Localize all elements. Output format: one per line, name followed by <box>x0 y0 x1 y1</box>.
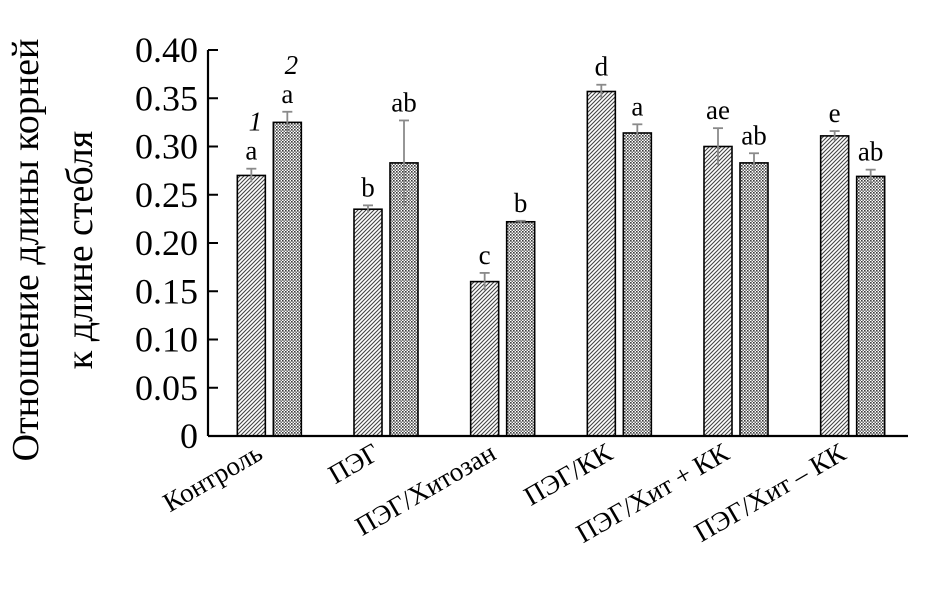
x-tick-label: Контроль <box>158 437 268 518</box>
x-tick-label: ПЭГ <box>323 437 384 489</box>
significance-label: a <box>631 91 643 121</box>
y-tick-label: 0.20 <box>135 223 198 263</box>
significance-label: ae <box>706 95 730 125</box>
y-axis: 0 0.05 0.10 0.15 0.20 0.25 0.30 0.35 0.40 <box>135 30 218 456</box>
bar <box>819 135 850 437</box>
y-tick-label: 0.15 <box>135 271 198 311</box>
x-tick-label: ПЭГ/КК <box>519 437 618 512</box>
significance-label: c <box>479 240 491 270</box>
bar <box>469 280 500 437</box>
y-axis-title-line-1: Отношение длины корней <box>5 39 47 462</box>
bar <box>236 174 267 437</box>
bar <box>505 220 536 437</box>
bar <box>855 175 886 437</box>
y-tick-label: 0.10 <box>135 320 198 360</box>
significance-label: ab <box>858 137 883 167</box>
significance-label: a <box>281 79 293 109</box>
significance-label: ab <box>741 120 766 150</box>
y-axis-title-line-2: к длине стебля <box>59 131 101 369</box>
y-tick-label: 0 <box>180 416 198 456</box>
significance-label: b <box>514 188 528 218</box>
bar <box>272 121 303 437</box>
significance-label: a <box>245 136 257 166</box>
bar <box>586 90 617 437</box>
significance-label: ab <box>391 87 416 117</box>
y-axis-title: Отношение длины корней к длине стебля <box>5 39 101 462</box>
y-tick-label: 0.05 <box>135 368 198 408</box>
significance-label: b <box>361 172 375 202</box>
significance-label: e <box>829 98 841 128</box>
bar <box>703 145 733 437</box>
y-tick-label: 0.40 <box>135 30 198 70</box>
series-label: 2 <box>285 50 299 80</box>
y-tick-label: 0.30 <box>135 127 198 167</box>
bar <box>353 208 383 437</box>
y-tick-label: 0.35 <box>135 78 198 118</box>
bar <box>622 132 653 437</box>
series-label: 1 <box>249 107 263 137</box>
bar <box>739 162 769 437</box>
significance-label: d <box>595 52 609 82</box>
y-tick-label: 0.25 <box>135 175 198 215</box>
